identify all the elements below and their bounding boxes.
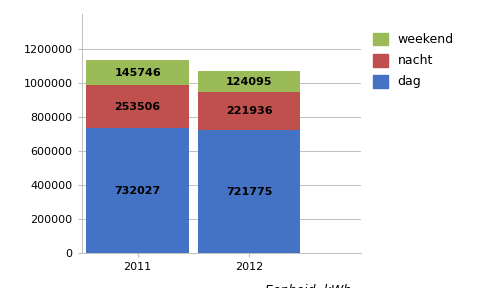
Text: 253506: 253506 <box>114 102 160 112</box>
Bar <box>86 60 188 85</box>
Bar <box>86 128 188 253</box>
Legend: weekend, nacht, dag: weekend, nacht, dag <box>372 33 453 88</box>
Text: 721775: 721775 <box>226 187 272 197</box>
Bar <box>198 130 300 253</box>
Bar <box>198 92 300 130</box>
Text: 221936: 221936 <box>226 106 272 116</box>
Text: 124095: 124095 <box>226 77 272 87</box>
Text: Eenheid: kWh: Eenheid: kWh <box>264 284 351 288</box>
Bar <box>198 71 300 92</box>
Bar <box>86 85 188 128</box>
Text: 145746: 145746 <box>114 68 161 78</box>
Text: 732027: 732027 <box>114 186 160 196</box>
